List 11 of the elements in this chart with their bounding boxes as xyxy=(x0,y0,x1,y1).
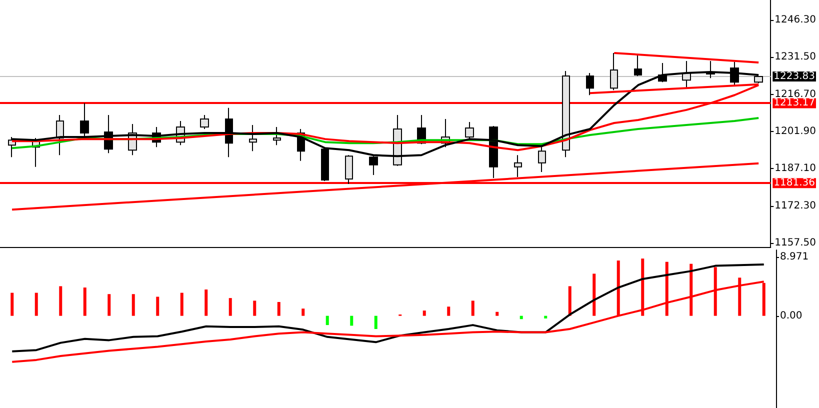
ref-line-label: 1213.17 xyxy=(774,98,816,109)
y-tick-label: 1157.50 xyxy=(774,237,816,248)
y-tick-label: 8.971 xyxy=(780,251,809,262)
y-tick-label: 1201.90 xyxy=(774,126,816,138)
y-tick-label: 1246.30 xyxy=(774,14,816,26)
ref-line-label: 1223.83 xyxy=(774,70,816,82)
ref-line-label: 1181.36 xyxy=(774,178,816,189)
y-tick-label: 1187.10 xyxy=(774,163,816,174)
y-tick-label: 1172.30 xyxy=(774,200,816,212)
y-tick-label: 0.00 xyxy=(780,310,802,322)
y-tick-label: 1231.50 xyxy=(774,52,816,63)
